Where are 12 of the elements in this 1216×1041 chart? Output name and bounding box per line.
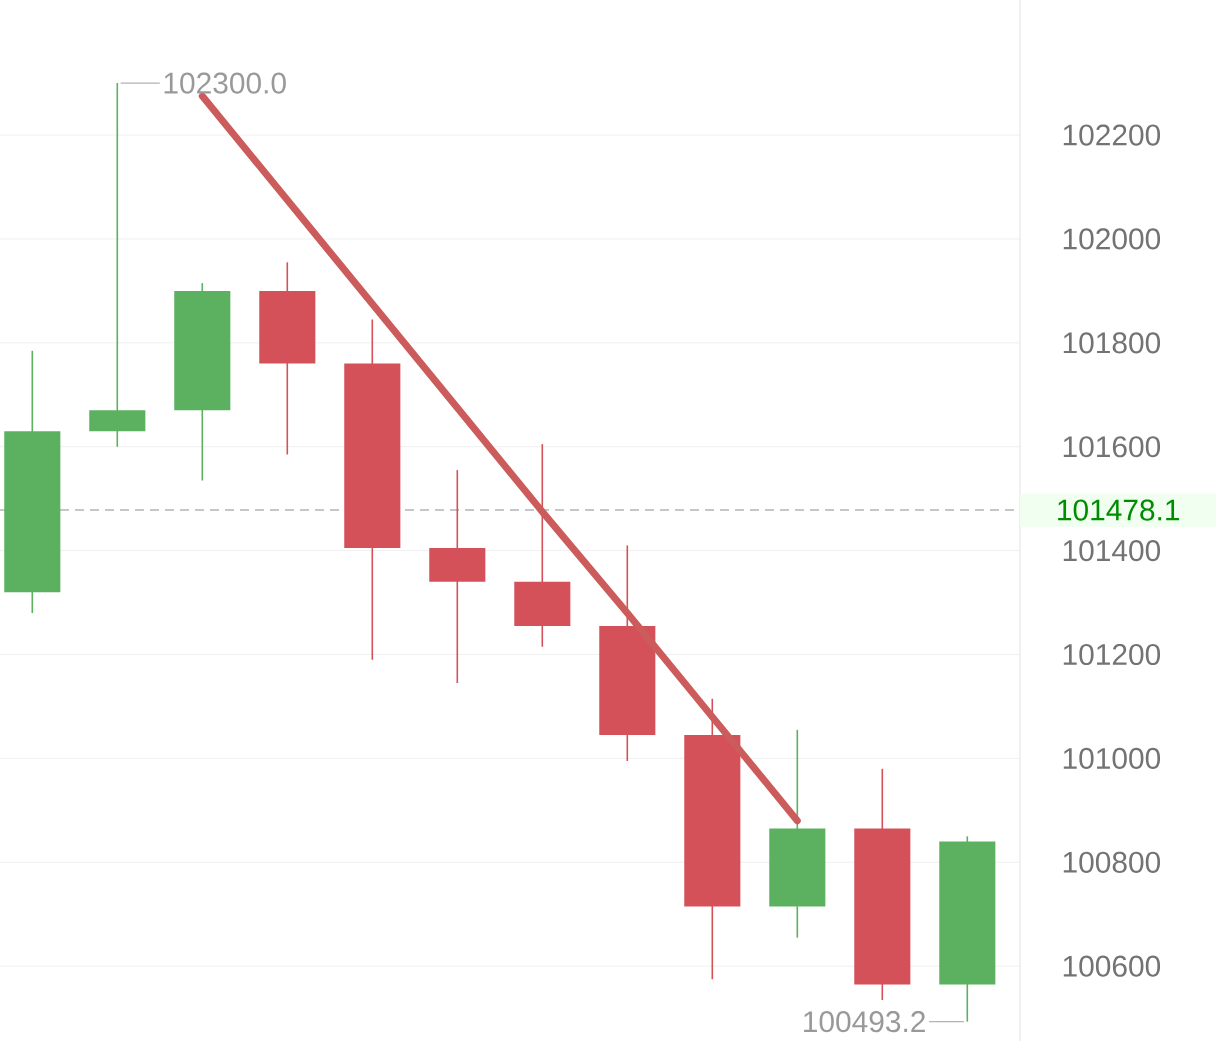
y-tick-label: 102000	[1063, 228, 1161, 250]
annotation: 100493.2	[804, 1011, 925, 1033]
y-tick-label: 101000	[1063, 747, 1161, 769]
annotation: 102300.0	[164, 72, 286, 94]
y-tick-label: 101600	[1063, 436, 1161, 458]
y-tick-label: 101400	[1063, 540, 1161, 562]
y-tick-label: 102200	[1063, 124, 1161, 146]
y-tick-label: 101200	[1063, 643, 1161, 666]
y-tick-label: 101800	[1063, 332, 1161, 354]
y-tick-label: 100800	[1063, 851, 1161, 873]
y-tick-label: 100600	[1063, 955, 1161, 977]
ref-line-label: 101478.1	[1058, 499, 1180, 521]
